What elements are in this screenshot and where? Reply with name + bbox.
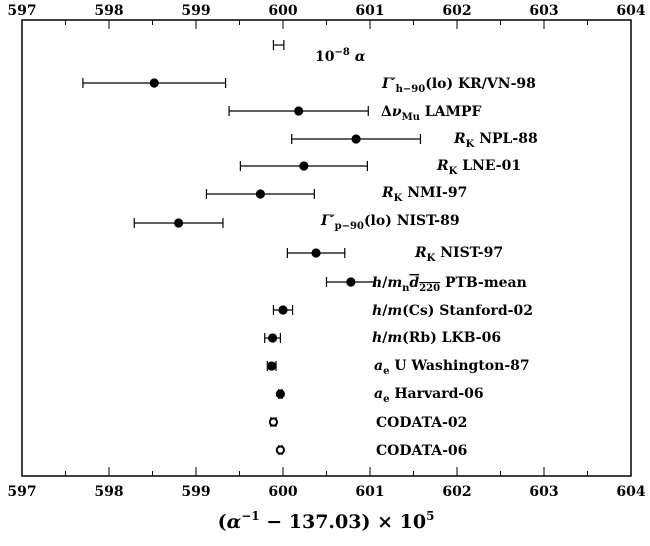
data-point xyxy=(299,161,309,171)
x-axis-label: (α−1 − 137.03) × 105 xyxy=(218,509,435,533)
row-label-6: RK NMI-97 xyxy=(381,185,467,204)
row-label-14: CODATA-02 xyxy=(376,415,467,431)
data-point xyxy=(351,134,361,144)
data-point xyxy=(174,218,184,228)
tick-label-top: 600 xyxy=(268,3,297,19)
data-point xyxy=(346,277,356,287)
row-label-5: RK LNE-01 xyxy=(436,158,521,177)
tick-label-bottom: 598 xyxy=(94,484,123,500)
row-label-15: CODATA-06 xyxy=(376,443,467,459)
tick-label-bottom: 601 xyxy=(355,484,384,500)
tick-label-bottom: 602 xyxy=(442,484,471,500)
row-label-11: h/m(Rb) LKB-06 xyxy=(372,330,501,346)
data-point xyxy=(311,248,321,258)
data-point xyxy=(149,78,159,88)
data-point xyxy=(294,106,304,116)
tick-label-bottom: 600 xyxy=(268,484,297,500)
tick-label-top: 601 xyxy=(355,3,384,19)
tick-labels-top: 597 598 599 600 601 602 603 604 xyxy=(7,3,645,19)
tick-label-bottom: 599 xyxy=(181,484,210,500)
tick-labels-bottom: 597 598 599 600 601 602 603 604 xyxy=(7,484,645,500)
axis-ticks xyxy=(21,20,632,476)
data-point xyxy=(255,189,265,199)
row-label-3: ΔνMu LAMPF xyxy=(381,104,482,123)
tick-label-top: 599 xyxy=(181,3,210,19)
tick-label-top: 603 xyxy=(529,3,558,19)
tick-label-top: 602 xyxy=(442,3,471,19)
tick-label-bottom: 604 xyxy=(616,484,645,500)
tick-label-top: 597 xyxy=(7,3,36,19)
row-label-13: ae Harvard-06 xyxy=(374,386,484,405)
tick-label-bottom: 603 xyxy=(529,484,558,500)
data-point xyxy=(267,333,278,343)
row-label-1: 10−8 α xyxy=(315,47,366,65)
data-point xyxy=(267,361,277,371)
tick-label-top: 598 xyxy=(94,3,123,19)
tick-label-bottom: 597 xyxy=(7,484,36,500)
data-point xyxy=(275,389,285,399)
row-label-9: h/mnd220 PTB-mean xyxy=(372,275,527,294)
row-label-10: h/m(Cs) Stanford-02 xyxy=(372,303,533,319)
row-label-2: Γ′h−90(lo) KR/VN-98 xyxy=(381,76,536,95)
row-label-12: ae U Washington-87 xyxy=(374,358,530,377)
data-point xyxy=(278,305,288,315)
data-point-open xyxy=(268,417,279,427)
plot-frame xyxy=(21,19,632,477)
data-marks xyxy=(82,40,422,455)
row-label-8: RK NIST-97 xyxy=(414,245,503,264)
row-labels: 10−8 α Γ′h−90(lo) KR/VN-98 ΔνMu LAMPF RK… xyxy=(315,47,538,459)
row-label-4: RK NPL-88 xyxy=(453,131,538,150)
tick-label-top: 604 xyxy=(616,3,645,19)
row-label-7: Γ′p−90(lo) NIST-89 xyxy=(320,213,460,232)
data-point-open xyxy=(275,445,285,455)
